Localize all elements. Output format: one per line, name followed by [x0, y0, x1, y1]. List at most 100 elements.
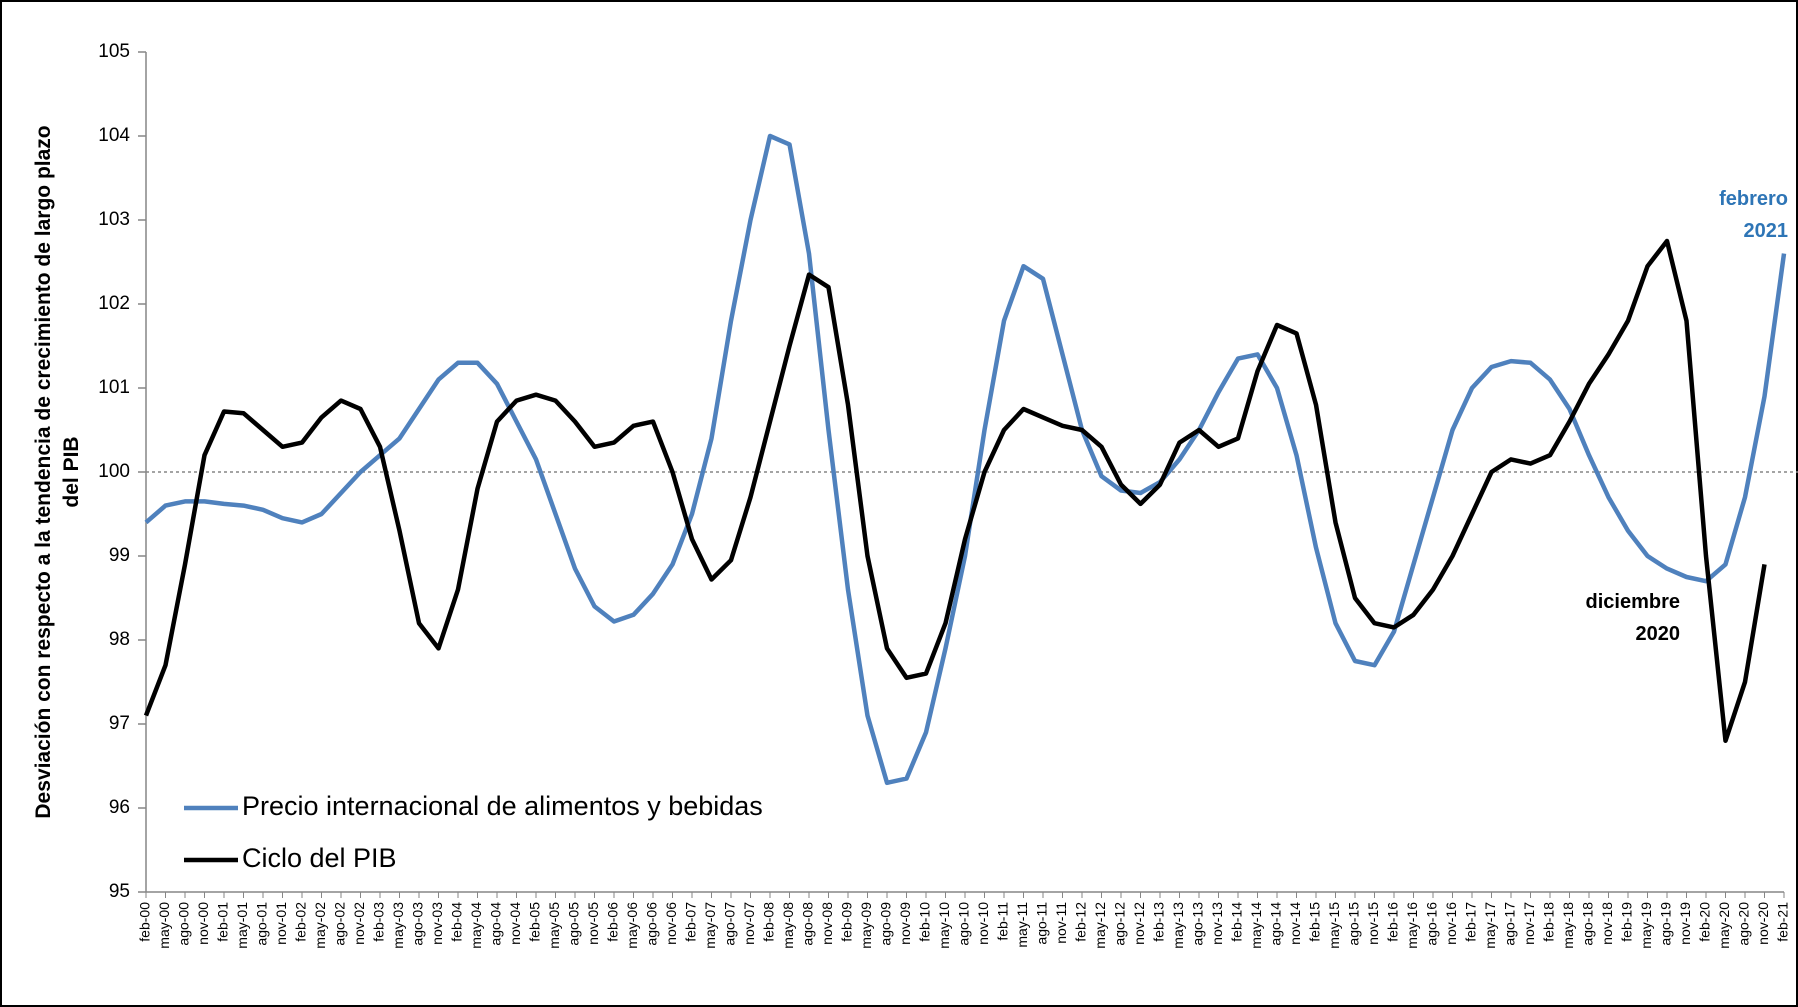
x-tick-label: nov-07	[741, 902, 757, 945]
annotation: febrero 2021	[1719, 188, 1788, 242]
annotation-line: febrero	[1719, 188, 1788, 210]
x-tick-label: feb-01	[215, 902, 231, 942]
x-tick-label: nov-15	[1365, 902, 1381, 945]
x-tick-label: feb-15	[1307, 902, 1323, 942]
x-tick-label: nov-09	[897, 902, 913, 945]
x-tick-label: may-01	[234, 902, 250, 949]
x-tick-label: ago-03	[410, 902, 426, 946]
x-tick-label: nov-18	[1599, 902, 1615, 945]
y-axis-label: Desviación con respecto a la tendencia d…	[32, 125, 83, 818]
x-tick-label: feb-00	[137, 902, 153, 942]
x-tick-label: may-18	[1560, 902, 1576, 949]
x-tick-label: nov-02	[351, 902, 367, 945]
x-tick-label: feb-12	[1073, 902, 1089, 942]
x-tick-label: ago-16	[1424, 902, 1440, 946]
annotation-line: diciembre	[1586, 591, 1680, 613]
x-tick-label: may-09	[858, 902, 874, 949]
x-tick-label: nov-03	[429, 902, 445, 945]
x-tick-label: feb-11	[995, 902, 1011, 941]
x-tick-label: may-17	[1482, 902, 1498, 949]
x-tick-label: may-16	[1404, 902, 1420, 949]
x-tick-label: ago-14	[1268, 902, 1284, 946]
x-tick-label: ago-08	[800, 902, 816, 946]
x-tick-label: feb-13	[1151, 902, 1167, 942]
x-tick-label: may-11	[1014, 902, 1030, 948]
x-tick-label: ago-19	[1658, 902, 1674, 946]
x-tick-label: may-10	[936, 902, 952, 949]
y-tick-label: 95	[109, 881, 130, 902]
y-tick-label: 98	[109, 629, 130, 650]
y-tick-label: 101	[98, 377, 130, 398]
x-tick-label: nov-05	[585, 902, 601, 945]
x-tick-label: ago-01	[254, 902, 270, 946]
x-tick-label: may-04	[468, 902, 484, 949]
x-tick-label: nov-17	[1521, 902, 1537, 945]
x-tick-label: ago-04	[488, 902, 504, 946]
x-tick-label: may-06	[624, 902, 640, 949]
y-tick-label: 104	[98, 125, 130, 146]
y-tick-label: 97	[109, 713, 130, 734]
x-tick-label: may-07	[702, 902, 718, 949]
x-tick-label: ago-02	[332, 902, 348, 946]
x-tick-label: ago-12	[1112, 902, 1128, 946]
legend-label: Ciclo del PIB	[242, 843, 397, 873]
x-tick-label: feb-14	[1229, 902, 1245, 942]
x-tick-label: ago-15	[1346, 902, 1362, 946]
x-tick-label: ago-07	[722, 902, 738, 946]
x-tick-label: may-14	[1248, 902, 1264, 949]
series-line	[143, 238, 1767, 744]
x-tick-label: feb-18	[1541, 902, 1557, 942]
x-tick-label: may-05	[546, 902, 562, 949]
x-tick-label: ago-17	[1502, 902, 1518, 946]
x-tick-label: may-15	[1326, 902, 1342, 949]
x-tick-label: feb-19	[1619, 902, 1635, 942]
x-tick-label: feb-06	[605, 902, 621, 942]
y-tick-label: 100	[98, 461, 130, 482]
x-tick-label: may-08	[780, 902, 796, 949]
x-tick-label: feb-17	[1463, 902, 1479, 942]
x-tick-label: ago-10	[956, 902, 972, 946]
x-tick-label: ago-06	[644, 902, 660, 946]
x-tick-label: nov-00	[195, 902, 211, 945]
x-tick-label: nov-12	[1131, 902, 1147, 945]
x-tick-label: nov-01	[273, 902, 289, 945]
x-tick-label: may-13	[1170, 902, 1186, 949]
x-tick-label: ago-20	[1736, 902, 1752, 946]
x-tick-label: nov-16	[1443, 902, 1459, 945]
x-tick-label: feb-21	[1775, 902, 1791, 942]
x-tick-label: may-00	[156, 902, 172, 949]
x-tick-label: feb-04	[449, 902, 465, 942]
y-tick-label: 96	[109, 797, 130, 818]
x-tick-label: may-20	[1716, 902, 1732, 949]
x-tick-label: nov-06	[663, 902, 679, 945]
x-tick-label: feb-02	[293, 902, 309, 942]
x-tick-label: nov-14	[1287, 902, 1303, 945]
x-tick-label: may-12	[1092, 902, 1108, 949]
x-tick-label: feb-07	[683, 902, 699, 942]
x-tick-label: may-19	[1638, 902, 1654, 949]
y-tick-label: 105	[98, 41, 130, 62]
x-tick-label: nov-10	[975, 902, 991, 945]
x-tick-label: ago-18	[1580, 902, 1596, 946]
x-tick-label: ago-13	[1190, 902, 1206, 946]
x-tick-label: feb-16	[1385, 902, 1401, 942]
series-line	[144, 133, 1787, 786]
x-tick-label: feb-10	[917, 902, 933, 942]
annotation-line: 2021	[1744, 220, 1789, 242]
x-tick-label: nov-20	[1755, 902, 1771, 945]
x-tick-label: nov-08	[819, 902, 835, 945]
x-tick-label: ago-11	[1034, 902, 1050, 945]
x-tick-label: ago-09	[878, 902, 894, 946]
x-tick-label: nov-11	[1053, 902, 1069, 944]
x-tick-label: nov-04	[507, 902, 523, 945]
x-tick-label: feb-09	[839, 902, 855, 942]
x-tick-label: feb-08	[761, 902, 777, 942]
x-tick-label: ago-05	[566, 902, 582, 946]
x-tick-label: feb-05	[527, 902, 543, 942]
x-tick-label: may-02	[312, 902, 328, 949]
y-tick-label: 99	[109, 545, 130, 566]
legend-label: Precio internacional de alimentos y bebi…	[242, 791, 763, 821]
y-tick-label: 103	[98, 209, 130, 230]
